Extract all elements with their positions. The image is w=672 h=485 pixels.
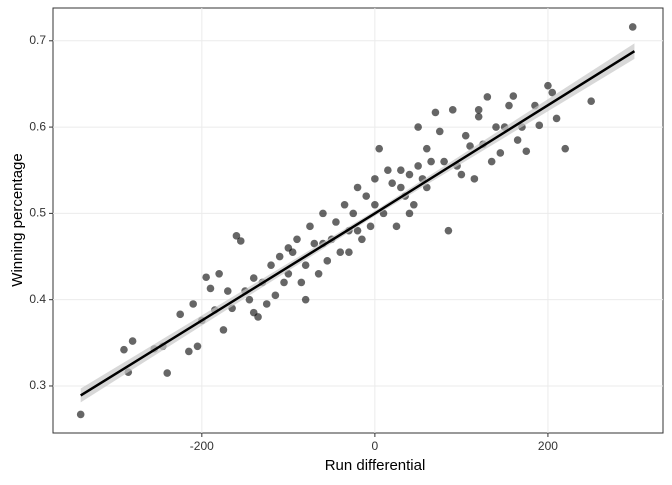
point [509, 92, 518, 100]
point [76, 410, 85, 419]
point [345, 248, 353, 257]
point [323, 257, 332, 265]
y-tick-label: 0.3 [29, 378, 46, 392]
point [388, 179, 396, 187]
point [487, 157, 496, 166]
y-tick-label: 0.6 [29, 119, 46, 133]
point [505, 101, 513, 110]
point [128, 337, 137, 345]
point [362, 192, 371, 200]
point [297, 278, 306, 287]
point [223, 287, 232, 295]
point [496, 149, 505, 157]
point [461, 131, 470, 140]
point [366, 222, 375, 231]
point [384, 166, 392, 175]
point [492, 123, 500, 131]
point [444, 226, 453, 235]
y-axis-label: Winning percentage [9, 153, 26, 286]
point [336, 248, 345, 257]
point [435, 127, 444, 136]
point [483, 93, 492, 101]
point [185, 347, 193, 356]
point [513, 136, 522, 144]
point [552, 114, 561, 123]
point [306, 222, 314, 231]
point [628, 23, 637, 31]
point [275, 252, 284, 261]
point [301, 261, 310, 269]
x-axis-label: Run differential [325, 457, 426, 474]
point [405, 209, 414, 218]
point [262, 300, 271, 308]
point [206, 284, 215, 293]
point [410, 200, 418, 209]
point [189, 300, 197, 308]
point [414, 162, 422, 170]
point [397, 166, 405, 175]
point [405, 170, 414, 179]
panel [52, 7, 664, 434]
point [544, 81, 552, 90]
point [249, 274, 258, 282]
point [215, 269, 223, 278]
point [353, 183, 362, 192]
point [375, 144, 383, 153]
fit-line [80, 50, 636, 397]
point [522, 147, 531, 156]
point [422, 144, 431, 153]
x-tick-label: 0 [372, 439, 379, 453]
point [245, 295, 254, 304]
point [371, 200, 379, 209]
point [414, 123, 422, 131]
point [431, 108, 440, 117]
point [284, 244, 293, 252]
point [457, 170, 466, 179]
point [371, 175, 379, 183]
point [587, 97, 595, 105]
point [474, 106, 483, 114]
point [271, 291, 280, 300]
point [548, 88, 557, 97]
point [120, 345, 128, 354]
point [332, 218, 340, 226]
point [202, 273, 210, 282]
point [163, 369, 172, 377]
point [397, 183, 405, 192]
y-tick-label: 0.4 [29, 292, 46, 306]
point [470, 175, 479, 183]
point [280, 278, 288, 287]
point [293, 235, 301, 244]
point [193, 342, 202, 351]
point [301, 295, 310, 304]
x-tick-label: -200 [190, 439, 214, 453]
point [392, 222, 401, 231]
point [314, 269, 323, 278]
y-tick-label: 0.7 [29, 33, 46, 47]
point [448, 106, 457, 114]
y-tick-label: 0.5 [29, 206, 46, 220]
point [236, 237, 245, 245]
point [249, 308, 258, 317]
point [310, 239, 319, 248]
point [474, 112, 483, 121]
point [358, 235, 366, 244]
point [353, 226, 362, 235]
point [340, 200, 349, 209]
point [440, 157, 448, 166]
point [561, 144, 570, 153]
point [466, 142, 474, 150]
point [535, 121, 544, 130]
point [176, 310, 184, 319]
point [349, 209, 358, 218]
point [219, 326, 228, 334]
point [232, 232, 241, 240]
point [427, 157, 435, 166]
x-tick-label: 200 [538, 439, 558, 453]
point [267, 261, 275, 269]
point [319, 209, 327, 218]
